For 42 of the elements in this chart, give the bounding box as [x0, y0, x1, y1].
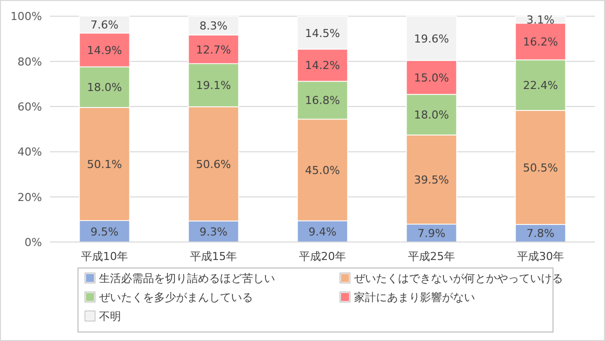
y-tick-label: 100% [10, 10, 42, 24]
data-label: 9.3% [200, 226, 228, 238]
data-label: 50.6% [196, 158, 231, 171]
legend-item: ぜいたくを多少がまんしている [84, 291, 253, 304]
legend-label: 不明 [99, 310, 121, 323]
legend-item: ぜいたくはできないが何とかやっていける [340, 272, 563, 285]
y-tick-label: 20% [18, 190, 42, 204]
data-label: 12.7% [196, 43, 231, 56]
x-tick-label: 平成25年 [408, 250, 455, 263]
data-label: 9.5% [90, 225, 118, 238]
data-label: 7.9% [418, 227, 446, 240]
data-label: 19.1% [196, 79, 231, 92]
y-tick-label: 0% [24, 236, 42, 249]
x-tick-label: 平成15年 [190, 250, 237, 263]
data-label: 19.6% [414, 32, 449, 46]
y-tick-label: 40% [18, 146, 42, 159]
y-tick-label: 60% [18, 100, 42, 114]
data-label: 18.0% [87, 81, 122, 94]
legend-item: 不明 [84, 310, 121, 323]
data-label: 15.0% [414, 71, 449, 84]
x-tick-label: 平成30年 [517, 250, 564, 263]
y-tick-label: 80% [18, 55, 42, 68]
legend-item: 家計にあまり影響がない [340, 291, 475, 304]
data-label: 16.8% [305, 94, 340, 108]
data-label: 7.6% [90, 18, 118, 32]
data-label: 45.0% [305, 164, 340, 177]
data-label: 50.5% [523, 161, 558, 174]
x-tick-label: 平成20年 [299, 250, 346, 263]
data-label: 7.8% [526, 227, 554, 240]
data-label: 39.5% [414, 174, 449, 187]
legend-item: 生活必需品を切り詰めるほど苦しい [84, 272, 275, 285]
data-label: 14.2% [305, 59, 340, 72]
data-label: 18.0% [414, 108, 449, 122]
data-label: 50.1% [87, 158, 122, 171]
data-label: 8.3% [200, 20, 228, 33]
data-label: 14.9% [87, 44, 122, 57]
data-label: 3.1% [526, 14, 554, 27]
data-label: 14.5% [305, 26, 340, 40]
x-tick-label: 平成10年 [81, 250, 128, 263]
data-label: 9.4% [308, 225, 336, 238]
data-label: 16.2% [523, 36, 558, 49]
data-label: 22.4% [523, 79, 558, 92]
